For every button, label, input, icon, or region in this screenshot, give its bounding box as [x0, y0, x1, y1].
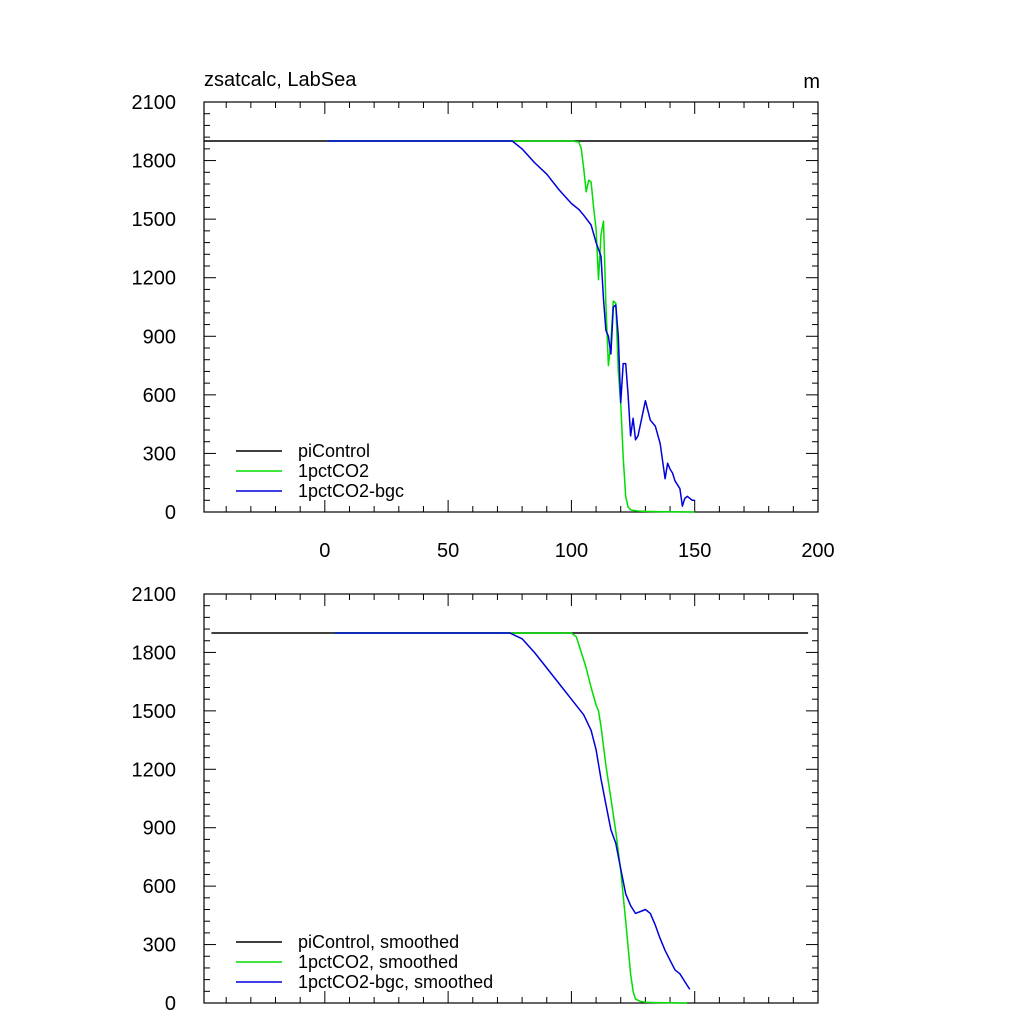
y-tick-label: 0 — [165, 502, 176, 524]
y-tick-label: 2100 — [132, 92, 177, 114]
x-tick-label: 50 — [437, 540, 459, 562]
legend-label: piControl, smoothed — [298, 932, 459, 952]
plot-frame — [203, 101, 819, 513]
y-tick-label: 1200 — [132, 268, 177, 290]
y-tick-label: 1200 — [132, 759, 177, 781]
y-tick-label: 600 — [143, 876, 176, 898]
x-tick-label: 0 — [319, 540, 330, 562]
y-tick-label: 300 — [143, 935, 176, 957]
legend-label: 1pctCO2-bgc — [298, 481, 404, 501]
units-label: m — [803, 71, 820, 93]
y-tick-label: 300 — [143, 443, 176, 465]
series-line-1pctco2-bgc — [334, 632, 691, 990]
y-tick-label: 1800 — [132, 642, 177, 664]
series-line-1pctco2-bgc — [327, 140, 695, 507]
y-tick-label: 900 — [143, 818, 176, 840]
x-tick-label: 150 — [678, 540, 711, 562]
y-tick-label: 600 — [143, 385, 176, 407]
y-tick-label: 1800 — [132, 151, 177, 173]
x-tick-label: 200 — [801, 540, 834, 562]
bottom-panel: 0 300 600 900 1200 1500 1800 2100 piControl, smo… — [132, 584, 819, 1015]
chart-title: zsatcalc, LabSea — [204, 69, 357, 91]
legend-label: 1pctCO2 — [298, 461, 369, 481]
series-line-1pctco2 — [334, 632, 688, 1004]
plot-frame — [203, 593, 819, 1004]
series-line-1pctco2 — [327, 140, 695, 513]
y-tick-label: 1500 — [132, 701, 177, 723]
x-tick-label: 100 — [555, 540, 588, 562]
y-tick-label: 900 — [143, 326, 176, 348]
y-tick-label: 2100 — [132, 584, 177, 606]
legend-label: piControl — [298, 441, 370, 461]
y-tick-label: 0 — [165, 993, 176, 1015]
legend-label: 1pctCO2, smoothed — [298, 952, 458, 972]
legend-label: 1pctCO2-bgc, smoothed — [298, 972, 493, 992]
y-tick-label: 1500 — [132, 209, 177, 231]
top-panel: 0 300 600 900 1200 1500 1800 2100 0 50 100 150 200 pi… — [132, 92, 835, 562]
